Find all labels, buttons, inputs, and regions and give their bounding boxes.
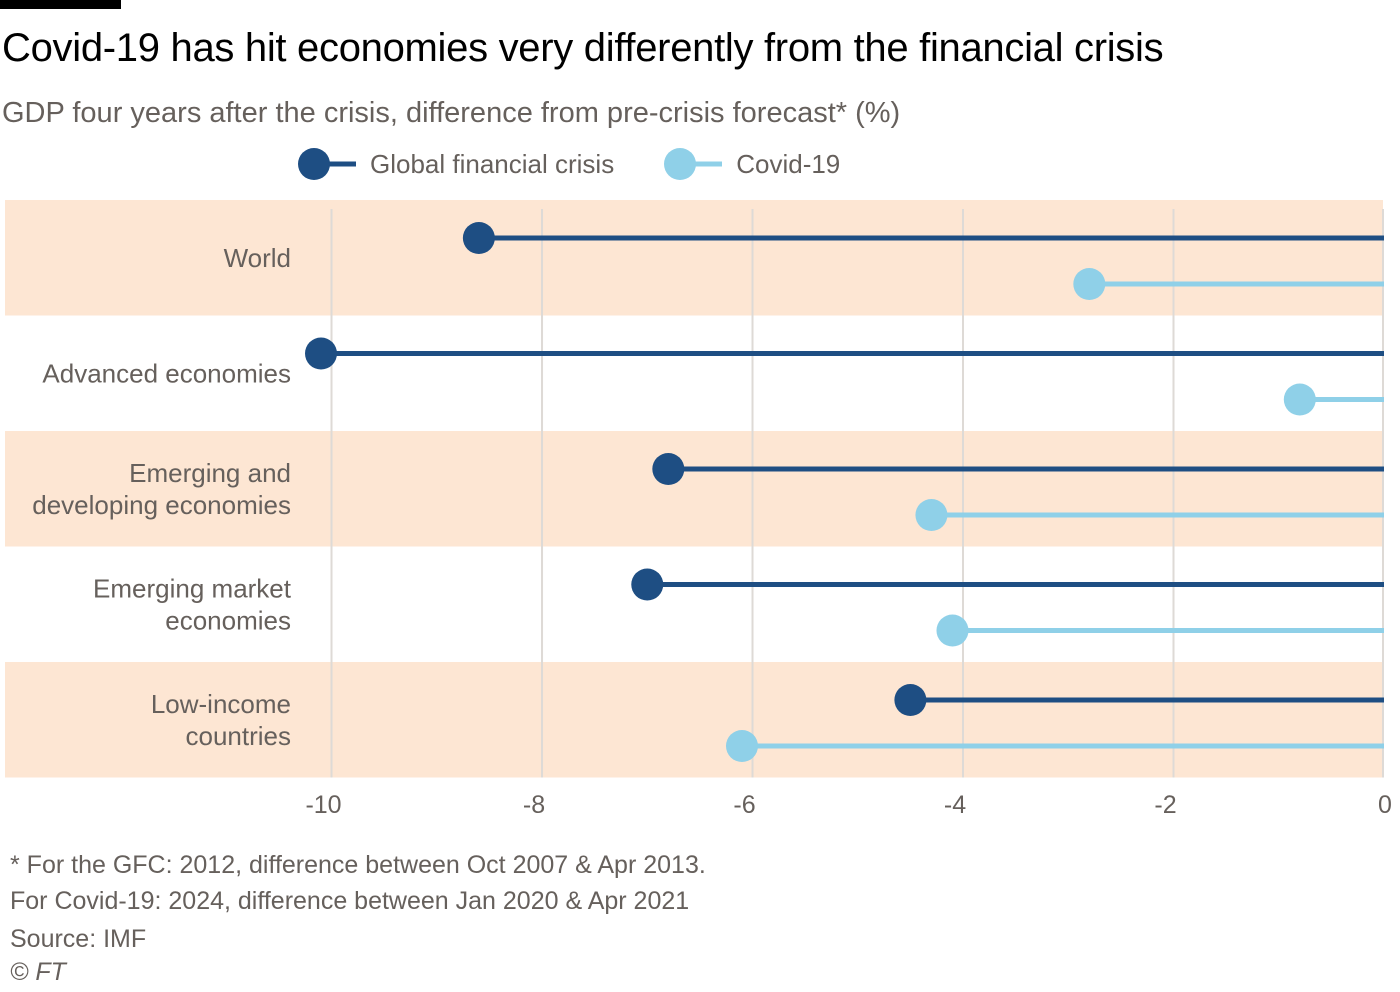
series-dot [1283,383,1316,416]
category-label: Advanced economies [42,358,291,388]
category-label: countries [186,721,292,751]
dot-plot-chart: -10 -8 -6 -4 -2 0 World Advanced economies Emerg… [5,200,1392,819]
row-band [5,662,1383,778]
legend: Global financial crisis Covid-19 [298,146,890,182]
footnote-line: For Covid-19: 2024, difference between J… [10,887,689,915]
series-dot [652,453,685,485]
series-dot [305,337,337,370]
legend-swatch-covid [664,148,723,180]
legend-label-covid: Covid-19 [736,148,841,179]
legend-item-covid: Covid-19 [664,146,840,182]
series-dot [725,730,758,762]
legend-label-gfc: Global financial crisis [370,148,615,179]
source-note: Source: IMF [10,925,147,953]
x-tick-label: -10 [305,791,341,819]
copyright-note: © FT [10,958,66,987]
copyright-text: © FT [10,958,66,986]
row-band [5,200,1383,316]
x-tick-label: -2 [1154,791,1176,819]
series-dot [936,614,969,647]
series-dot [1073,268,1106,300]
series-dot [631,568,664,601]
footnote-line: * For the GFC: 2012, difference between … [10,851,706,879]
category-label: World [224,243,291,273]
footnote: * For the GFC: 2012, difference between … [10,851,706,915]
category-label: Low-income [151,689,291,719]
x-tick-label: -4 [944,791,966,819]
top-accent-bar [0,0,121,9]
category-label: Emerging and [129,458,291,488]
series-dot [462,222,495,254]
chart-subtitle: GDP four years after the crisis, differe… [2,97,901,129]
category-label: Emerging market [93,573,292,603]
x-tick-label: 0 [1378,791,1392,819]
x-tick-label: -8 [523,791,545,819]
legend-swatch-gfc [298,148,356,180]
x-tick-label: -6 [733,791,755,819]
chart-title: Covid-19 has hit economies very differen… [2,26,1164,70]
category-label: economies [165,605,291,635]
legend-item-gfc: Global financial crisis [298,146,614,182]
category-label: developing economies [32,490,291,520]
series-dot [894,684,927,716]
series-dot [915,499,948,531]
row-band [5,431,1383,547]
